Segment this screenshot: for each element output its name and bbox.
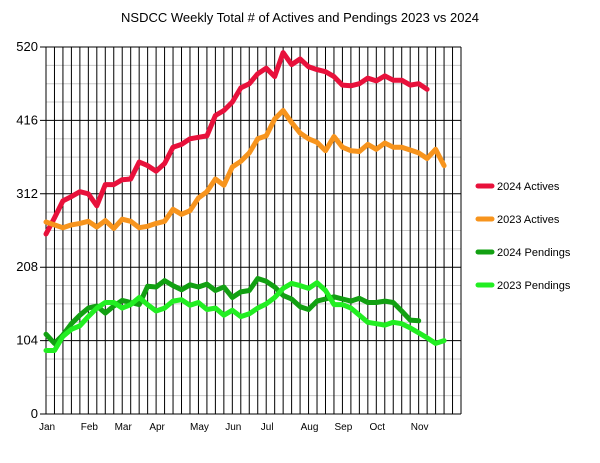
series-line-2	[43, 108, 447, 231]
x-axis: Jan Feb Mar Apr May Jun Jul Aug Sep Oct Nov	[39, 422, 429, 433]
x-tick-label: Feb	[81, 422, 99, 433]
y-tick-label: 312	[16, 186, 38, 201]
x-tick-label: Sep	[335, 422, 353, 433]
legend-label: 2024 Pendings	[497, 247, 571, 259]
x-tick-label: Jan	[39, 422, 55, 433]
x-tick-label: Jul	[261, 422, 274, 433]
legend-label: 2024 Actives	[497, 181, 560, 193]
legend-label: 2023 Actives	[497, 214, 560, 226]
y-tick-label: 208	[16, 259, 38, 274]
x-tick-label: Apr	[149, 422, 165, 433]
series-line-4	[43, 280, 447, 353]
series-line-1	[43, 50, 430, 237]
grid	[40, 46, 462, 415]
y-tick-label: 520	[16, 39, 38, 54]
series-line-3	[43, 276, 422, 346]
x-tick-label: Nov	[411, 422, 429, 433]
x-tick-label: Jun	[225, 422, 241, 433]
y-tick-label: 0	[31, 406, 38, 421]
y-tick-label: 104	[16, 333, 38, 348]
x-tick-label: Oct	[370, 422, 386, 433]
x-tick-label: May	[190, 422, 209, 433]
x-tick-label: Mar	[115, 422, 133, 433]
y-axis: 0 104 208 312 416 520	[16, 39, 38, 421]
legend-label: 2023 Pendings	[497, 280, 571, 292]
x-tick-label: Aug	[301, 422, 319, 433]
y-tick-label: 416	[16, 112, 38, 127]
legend: 2024 Actives 2023 Actives 2024 Pendings 202…	[475, 181, 571, 292]
chart-title: NSDCC Weekly Total # of Actives and Pend…	[121, 10, 479, 25]
series-group	[43, 50, 447, 353]
